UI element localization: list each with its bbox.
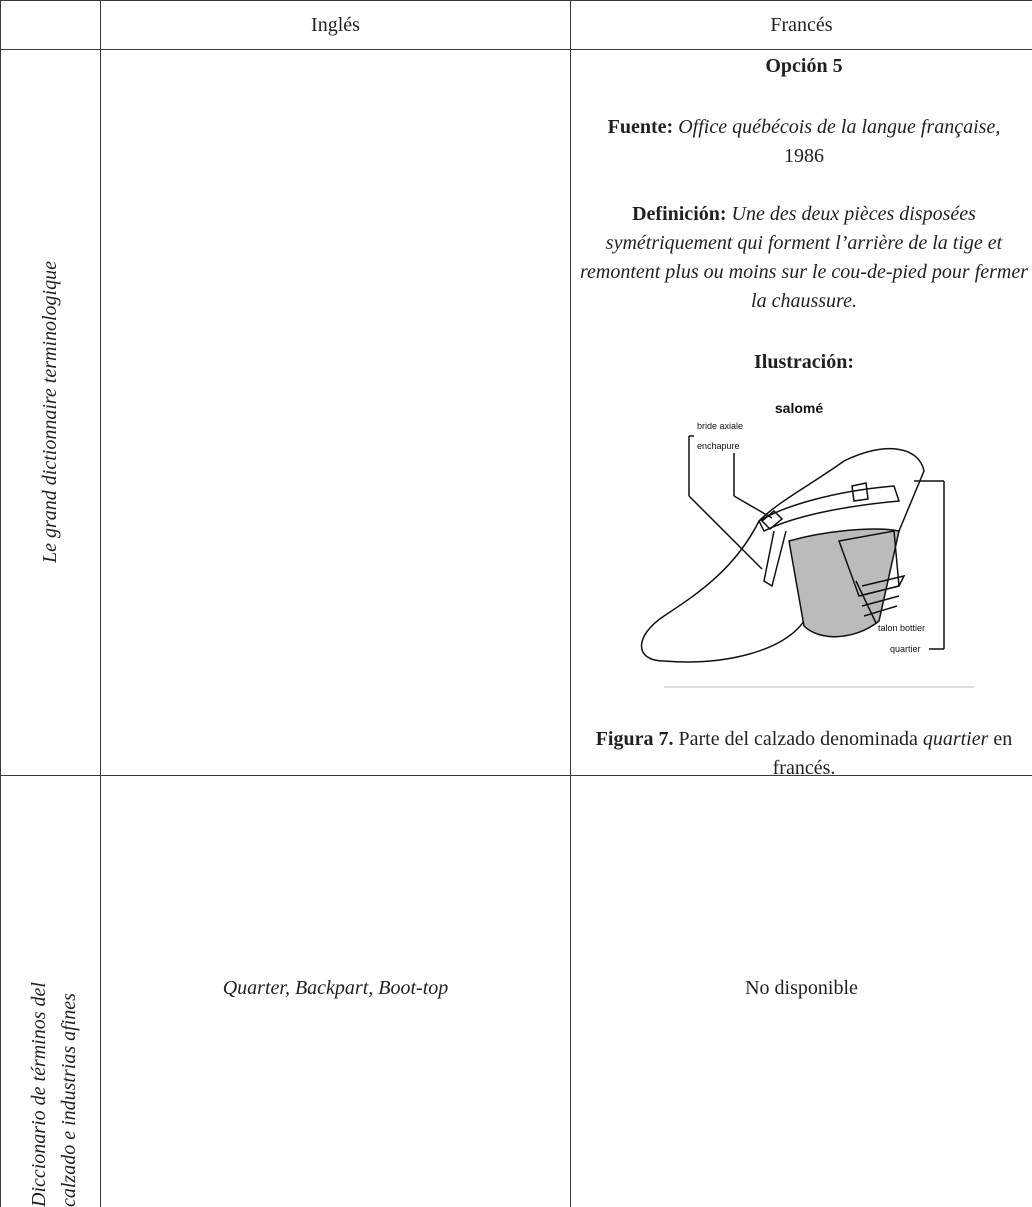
table-border	[0, 0, 1032, 1]
figure-label: quartier	[890, 644, 921, 654]
table-border	[570, 0, 571, 1207]
figure-label: enchapure	[697, 441, 740, 451]
figure-label: bride axiale	[697, 421, 743, 431]
illustration-label: Ilustración:	[754, 351, 854, 373]
definition: Une des deux pièces disposées symétrique…	[579, 203, 1029, 312]
table-border	[100, 0, 101, 1207]
table-border	[0, 775, 1032, 776]
caption-term: quartier	[922, 728, 989, 750]
header-cell: Inglés	[311, 14, 360, 36]
figure-title: salomé	[775, 400, 823, 416]
source-name: Office québécois de la langue française,	[678, 116, 1001, 138]
definition-label: Definición:	[632, 203, 727, 225]
caption-text: Parte del calzado denominada	[678, 728, 918, 750]
table-border	[0, 0, 1, 1207]
option: Opción 5	[765, 55, 843, 77]
figure-label: talon bottier	[878, 623, 925, 633]
english-cell: Quarter, Backpart, Boot-top	[222, 977, 449, 999]
row-label: Diccionario de términos del calzado e in…	[24, 775, 84, 1207]
source-year: 1986	[784, 145, 824, 167]
french-cell: Opción 5 Fuente: Office québécois de la …	[578, 52, 1030, 783]
source-label: Fuente:	[607, 116, 674, 138]
french-cell: No disponible	[745, 977, 858, 999]
row-label: Le grand dictionnaire terminologique	[39, 261, 61, 564]
row-label-line: calzado e industrias afines	[58, 993, 80, 1207]
table-border	[0, 49, 1032, 50]
shoe-illustration: salomé bride axiale enchapure talon bott…	[640, 400, 974, 688]
caption-end: en francés.	[772, 728, 1013, 779]
shoe-drawing	[640, 435, 945, 663]
row-label-cell: Le grand dictionnaire terminologique	[0, 50, 100, 775]
row-label-line: Diccionario de términos del	[28, 982, 50, 1207]
header-cell: Francés	[770, 14, 833, 36]
caption-label: Figura 7.	[595, 728, 674, 750]
